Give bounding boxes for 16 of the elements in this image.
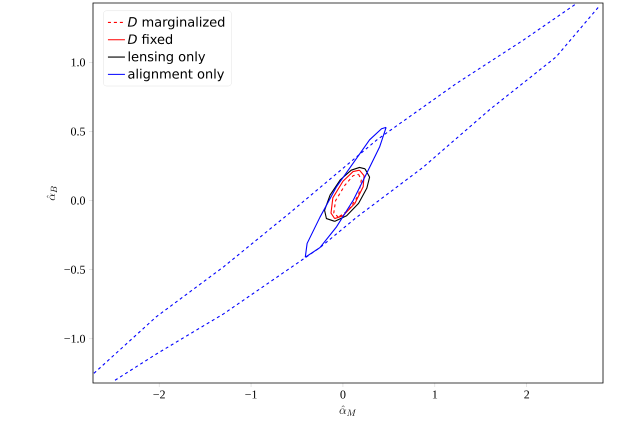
x-tick-label: 2 — [524, 390, 530, 398]
y-tick-label: −0.5 — [64, 266, 86, 274]
y-axis-title: $\hat{\alpha}_B$ — [46, 186, 57, 200]
y-tick-label: −1.0 — [64, 334, 86, 343]
legend-label: lensing only — [128, 51, 206, 64]
x-tick-label: 1 — [432, 390, 438, 398]
y-tick-label: 0.5 — [70, 127, 86, 136]
x-axis-title: $\hat{\alpha}_M$ — [340, 405, 356, 416]
legend-label: alignment only — [128, 68, 224, 82]
x-tick-label: −2 — [153, 390, 165, 398]
x-tick-label: −1 — [245, 390, 257, 398]
legend-label: D fixed — [128, 34, 172, 44]
legend-label: D marginalized — [128, 16, 224, 30]
x-tick-label: 0 — [340, 390, 346, 399]
y-tick-label: 0.0 — [70, 196, 86, 205]
y-tick-label: 1.0 — [72, 58, 86, 66]
